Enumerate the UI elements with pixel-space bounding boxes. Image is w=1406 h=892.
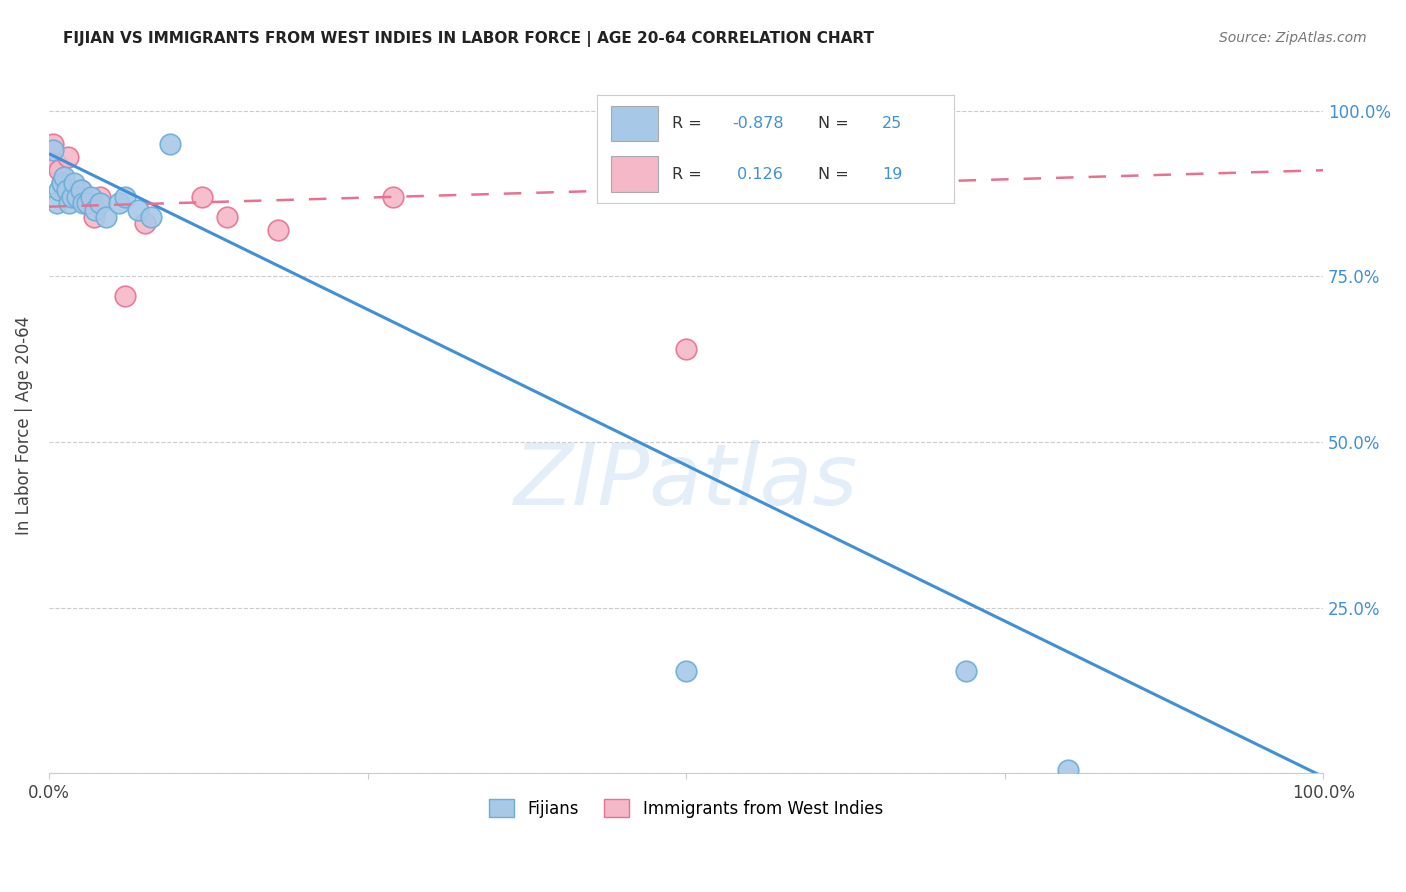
Point bbox=[96, 210, 118, 224]
Point bbox=[48, 163, 70, 178]
Point bbox=[53, 183, 76, 197]
Point bbox=[382, 190, 405, 204]
Point bbox=[56, 183, 79, 197]
Point bbox=[42, 144, 65, 158]
Y-axis label: In Labor Force | Age 20-64: In Labor Force | Age 20-64 bbox=[15, 316, 32, 535]
Text: ZIPatlas: ZIPatlas bbox=[515, 440, 858, 523]
Point bbox=[76, 196, 98, 211]
Point bbox=[60, 190, 83, 204]
Legend: Fijians, Immigrants from West Indies: Fijians, Immigrants from West Indies bbox=[482, 793, 890, 824]
Point bbox=[127, 202, 149, 217]
Point bbox=[53, 169, 76, 184]
Point bbox=[63, 190, 86, 204]
Point bbox=[217, 210, 239, 224]
Point bbox=[56, 150, 79, 164]
Point bbox=[63, 177, 86, 191]
Point bbox=[114, 190, 136, 204]
Point bbox=[45, 156, 67, 170]
Point bbox=[134, 216, 156, 230]
Point bbox=[139, 210, 162, 224]
Point bbox=[955, 664, 977, 678]
Point bbox=[83, 210, 105, 224]
Point bbox=[60, 183, 83, 197]
Point bbox=[267, 223, 290, 237]
Point bbox=[76, 196, 98, 211]
Point bbox=[45, 196, 67, 211]
Point bbox=[80, 190, 103, 204]
Point bbox=[58, 196, 80, 211]
Text: FIJIAN VS IMMIGRANTS FROM WEST INDIES IN LABOR FORCE | AGE 20-64 CORRELATION CHA: FIJIAN VS IMMIGRANTS FROM WEST INDIES IN… bbox=[63, 31, 875, 47]
Point bbox=[48, 183, 70, 197]
Point bbox=[675, 342, 697, 356]
Point bbox=[69, 183, 91, 197]
Point bbox=[51, 177, 73, 191]
Point bbox=[675, 664, 697, 678]
Point bbox=[114, 289, 136, 303]
Point bbox=[1057, 763, 1080, 777]
Point bbox=[42, 136, 65, 151]
Point bbox=[69, 183, 91, 197]
Point bbox=[191, 190, 214, 204]
Point bbox=[89, 196, 111, 211]
Point bbox=[66, 190, 89, 204]
Point bbox=[72, 196, 94, 211]
Point bbox=[83, 202, 105, 217]
Text: Source: ZipAtlas.com: Source: ZipAtlas.com bbox=[1219, 31, 1367, 45]
Point bbox=[89, 190, 111, 204]
Point bbox=[159, 136, 181, 151]
Point bbox=[51, 177, 73, 191]
Point bbox=[108, 196, 131, 211]
